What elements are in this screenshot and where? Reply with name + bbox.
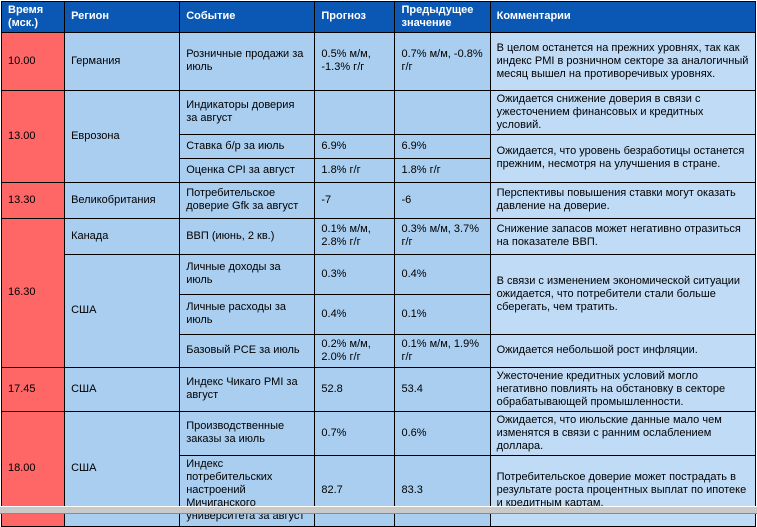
time-cell: 16.30 — [0, 217, 66, 368]
event-cell: Индекс Чикаго PMI за август — [179, 366, 316, 412]
col-header-forecast: Прогноз — [314, 1, 396, 33]
table-row: 13.30 Великобритания Потребительское дов… — [0, 181, 757, 219]
table-row: Ставка б/р за июль 6.9% 6.9% Ожидается, … — [2, 133, 757, 183]
event-cell: Ставка б/р за июль — [179, 133, 316, 159]
event-cell: Розничные продажи за июль — [179, 31, 316, 91]
col-header-event: Событие — [179, 1, 316, 33]
comment-cell: Снижение запасов может негативно отразит… — [489, 217, 757, 255]
region-cell: Великобритания — [64, 181, 181, 219]
forecast-cell: 0.5% м/м, -1.3% г/г — [314, 31, 396, 91]
time-cell: 13.30 — [0, 181, 66, 219]
header-row: Время (мск.) Регион Событие Прогноз Пред… — [0, 1, 757, 33]
previous-cell: 0.4% — [394, 253, 491, 295]
region-cell: США — [64, 253, 181, 368]
forecast-cell: 0.7% — [314, 410, 396, 456]
col-header-comments: Комментарии — [489, 1, 757, 33]
table-row: 16.30 Канада ВВП (июнь, 2 кв.) 0.1% м/м,… — [0, 217, 757, 368]
col-header-time: Время (мск.) — [0, 1, 66, 33]
time-cell: 10.00 — [0, 31, 66, 91]
forecast-cell: 52.8 — [314, 366, 396, 412]
table-row: 18.00 США Производственные заказы за июл… — [0, 410, 757, 527]
event-cell: Личные доходы за июль — [179, 253, 316, 295]
table-row: Базовый PCE за июль 0.2% м/м, 2.0% г/г 0… — [2, 333, 757, 368]
forecast-cell: 1.8% г/г — [314, 157, 396, 183]
previous-cell: 0.6% — [394, 410, 491, 456]
table-row: 17.45 США Индекс Чикаго PMI за август 52… — [0, 366, 757, 412]
region-cell: Германия — [64, 31, 181, 91]
event-cell: Оценка CPI за август — [179, 157, 316, 183]
table-row: США Личные доходы за июль 0.3% 0.4% В св… — [2, 253, 757, 368]
col-header-region: Регион — [64, 1, 181, 33]
comment-cell: Ожидается снижение доверия в связи с уже… — [489, 89, 757, 135]
table-row: Личные расходы за июль 0.4% 0.1% — [2, 293, 756, 335]
table-row: 13.00 Еврозона Индикаторы доверия за авг… — [0, 89, 757, 183]
event-cell: Индикаторы доверия за август — [179, 89, 316, 135]
previous-cell: 6.9% — [394, 133, 491, 159]
forecast-cell: 0.4% — [314, 293, 396, 335]
previous-cell: 0.1% м/м, 1.9% г/г — [394, 333, 491, 368]
col-header-previous: Предыдущее значение — [394, 1, 491, 33]
comment-cell: Ожидается небольшой рост инфляции. — [489, 333, 757, 368]
comment-cell: Ожидается, что уровень безработицы остан… — [489, 133, 757, 183]
region-cell: США — [64, 366, 181, 412]
previous-cell: 83.3 — [394, 454, 491, 527]
previous-cell: 53.4 — [394, 366, 491, 412]
forecast-cell: 0.3% — [314, 253, 396, 295]
region-cell: Канада — [64, 217, 181, 255]
time-cell: 13.00 — [0, 89, 66, 183]
comment-cell: Ожидается, что июльские данные мало чем … — [489, 410, 757, 456]
comment-cell: Перспективы повышения ставки могут оказа… — [489, 181, 757, 219]
event-cell: ВВП (июнь, 2 кв.) — [179, 217, 316, 255]
comment-cell: Ужесточение кредитных условий могло нега… — [489, 366, 757, 412]
forecast-cell: 0.2% м/м, 2.0% г/г — [314, 333, 396, 368]
comment-cell: В целом останется на прежних уровнях, та… — [489, 31, 757, 91]
time-cell: 17.45 — [0, 366, 66, 412]
forecast-cell: -7 — [314, 181, 396, 219]
forecast-cell: 6.9% — [314, 133, 396, 159]
event-cell: Базовый PCE за июль — [179, 333, 316, 368]
previous-cell: 0.7% м/м, -0.8% г/г — [394, 31, 491, 91]
comment-cell: В связи с изменением экономической ситуа… — [489, 253, 757, 335]
event-cell: Индекс потребительских настроений Мичига… — [179, 454, 316, 527]
table-row: 10.00 Германия Розничные продажи за июль… — [0, 31, 757, 91]
comment-cell: Потребительское доверие может пострадать… — [489, 454, 757, 527]
previous-cell: -6 — [394, 181, 491, 219]
previous-cell — [394, 89, 491, 135]
forecast-cell — [314, 89, 396, 135]
event-cell: Потребительское доверие Gfk за август — [179, 181, 316, 219]
previous-cell: 1.8% г/г — [394, 157, 491, 183]
previous-cell: 0.3% м/м, 3.7% г/г — [394, 217, 491, 255]
event-cell: Производственные заказы за июль — [179, 410, 316, 456]
forecast-cell: 0.1% м/м, 2.8% г/г — [314, 217, 396, 255]
region-cell: Еврозона — [64, 89, 181, 183]
event-cell: Личные расходы за июль — [179, 293, 316, 335]
previous-cell: 0.1% — [394, 293, 491, 335]
forecast-cell: 82.7 — [314, 454, 396, 527]
